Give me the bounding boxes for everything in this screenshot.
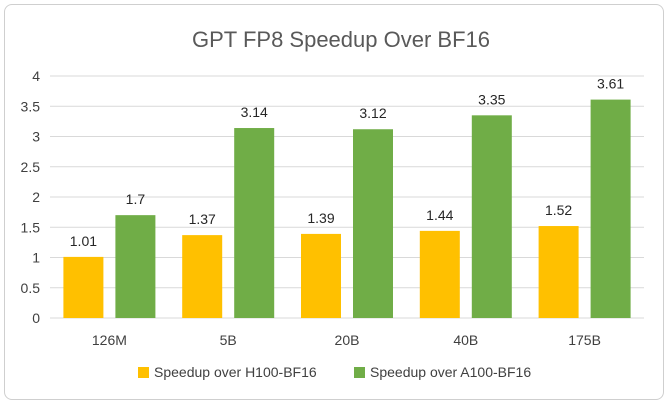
bar-h100-20B (301, 233, 341, 318)
data-label: 1.01 (70, 233, 97, 249)
data-labels: 1.01 1.7 1.37 3.14 1.39 3.12 1.44 3.35 1.52 3.61 (70, 76, 625, 249)
y-tick-label: 2 (32, 189, 40, 205)
x-tick-label: 175B (568, 332, 601, 348)
y-tick-label: 2.5 (21, 159, 41, 175)
legend-label-1: Speedup over A100-BF16 (370, 364, 531, 380)
data-label: 3.12 (359, 105, 386, 121)
bar-a100-175B (590, 99, 631, 318)
x-tick-label: 5B (220, 332, 237, 348)
bar-h100-40B (419, 230, 460, 318)
bar-h100-5B (182, 235, 223, 318)
legend-swatch-0 (138, 367, 149, 378)
bar-a100-5B (234, 128, 275, 318)
legend-label-0: Speedup over H100-BF16 (154, 364, 317, 380)
data-label: 1.52 (545, 202, 572, 218)
y-tick-label: 3 (32, 129, 40, 145)
x-tick-label: 20B (335, 332, 360, 348)
bar-a100-40B (471, 115, 512, 318)
y-axis-ticks: 0 0.5 1 1.5 2 2.5 3 3.5 4 (21, 68, 41, 326)
y-tick-label: 1 (32, 250, 40, 266)
chart-frame (4, 4, 664, 400)
x-axis-ticks: 126M 5B 20B 40B 175B (92, 332, 601, 348)
legend: Speedup over H100-BF16 Speedup over A100-… (138, 364, 531, 380)
bar-h100-175B (538, 226, 579, 318)
y-tick-label: 1.5 (21, 219, 41, 235)
data-label: 1.39 (307, 210, 334, 226)
data-label: 1.37 (189, 211, 216, 227)
y-tick-label: 0 (32, 310, 40, 326)
data-label: 3.35 (478, 91, 505, 107)
bar-h100-126M (63, 256, 104, 318)
x-tick-label: 40B (453, 332, 478, 348)
bars (63, 99, 631, 318)
data-label: 1.44 (426, 207, 453, 223)
bar-a100-126M (115, 215, 156, 318)
x-tick-label: 126M (92, 332, 127, 348)
data-label: 3.14 (241, 104, 268, 120)
legend-swatch-1 (354, 367, 365, 378)
bar-a100-20B (353, 129, 393, 318)
y-tick-label: 4 (32, 68, 40, 84)
data-label: 1.7 (126, 191, 146, 207)
chart-title: GPT FP8 Speedup Over BF16 (192, 27, 490, 52)
data-label: 3.61 (597, 76, 624, 92)
y-tick-label: 3.5 (21, 98, 41, 114)
y-tick-label: 0.5 (21, 280, 41, 296)
